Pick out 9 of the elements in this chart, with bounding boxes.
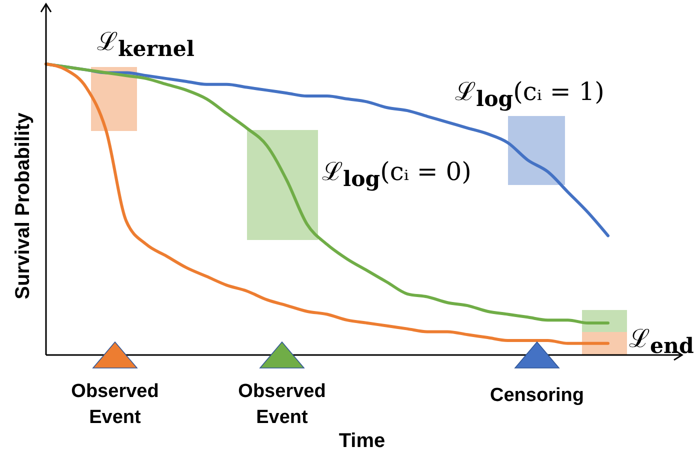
y-axis-title: Survival Probability [12, 112, 34, 300]
x-axis-title: Time [338, 430, 386, 452]
text: Censoring [490, 385, 584, 406]
annotation: ℒ$_{log}$(cᵢ = 0) [322, 157, 472, 192]
text: ℒ$_{kernel}$ [97, 27, 194, 62]
text: Observed Event [71, 381, 159, 428]
text: ℒ$_{end}$ [629, 324, 694, 360]
annotation: ℒ$_{log}$(cᵢ = 1) [455, 77, 604, 112]
text: Observed Event [238, 381, 326, 428]
